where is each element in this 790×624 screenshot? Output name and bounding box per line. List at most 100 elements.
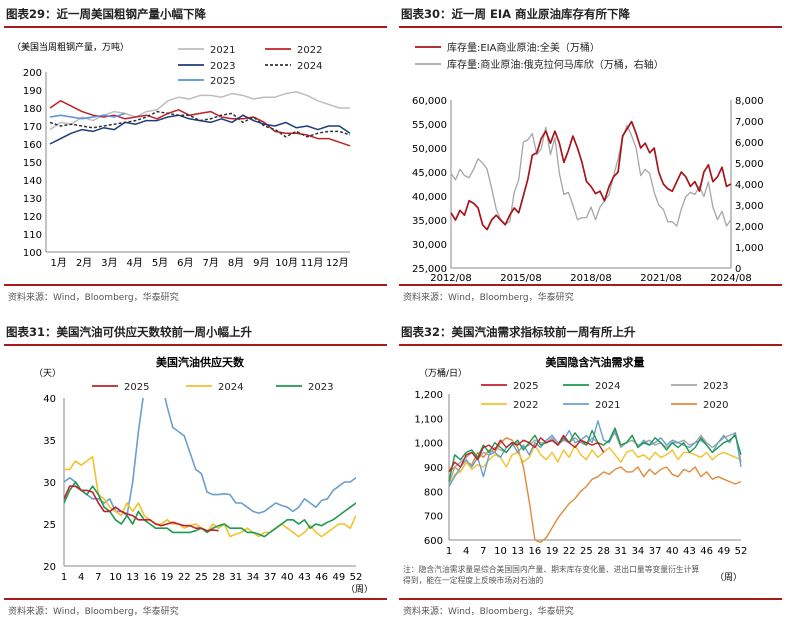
y-axis-unit: （万桶/日） <box>419 367 467 379</box>
legend-2025-label: 2025 <box>210 76 235 87</box>
legend-2024-label: 2024 <box>218 382 243 393</box>
x-tick-label: 31 <box>229 572 242 583</box>
x-tick-label: 25 <box>580 546 593 557</box>
series-line-2021 <box>448 420 742 487</box>
x-tick-label: 22 <box>563 546 576 557</box>
x-tick-label: 6月 <box>177 257 193 269</box>
x-tick-label: 37 <box>649 546 662 557</box>
y-tick-label: 35 <box>43 436 56 447</box>
x-tick-label: 2012/08 <box>430 273 472 284</box>
legend-cushing-label: 库存量:商业原油:俄克拉何马库欣（万桶，右轴） <box>447 58 664 71</box>
x-tick-label: 1 <box>61 572 67 583</box>
panel-title: 图表32：美国汽油需求指标较前一周有所上升 <box>401 325 636 339</box>
x-tick-label: 43 <box>683 546 696 557</box>
x-axis-unit: （周） <box>346 584 373 595</box>
y-axis-unit: （天） <box>34 368 61 379</box>
series-line-2025 <box>64 485 219 532</box>
x-tick-label: 4 <box>78 572 84 583</box>
source-note: 资料来源：Wind，Bloomberg，华泰研究 <box>8 293 179 303</box>
x-tick-label: 9月 <box>253 257 269 269</box>
y-left-tick-label: 35,000 <box>412 216 447 227</box>
bottom-rule <box>399 284 782 286</box>
x-tick-label: 34 <box>247 572 260 583</box>
bottom-rule <box>4 284 387 286</box>
y-right-tick-label: 4,000 <box>735 180 764 191</box>
panel-31: 图表31：美国汽油可供应天数较前一周小幅上升 美国汽油供应天数 （天） 20 25 30… <box>0 318 395 624</box>
x-tick-label: 43 <box>298 572 311 583</box>
legend-2021-label: 2021 <box>210 45 235 56</box>
title-rule <box>399 344 782 346</box>
x-tick-label: 13 <box>126 572 139 583</box>
x-tick-label: 10月 <box>275 257 298 269</box>
y-tick-label: 140 <box>23 176 42 187</box>
chart-steel: 100 110 120 130 140 150 160 170 180 190 200 1月 2月 3月 4… <box>12 41 351 269</box>
y-tick-label: 100 <box>23 248 42 259</box>
panel-30: 图表30：近一周 EIA 商业原油库存有所下降 25,000 30,000 35,0… <box>395 0 790 310</box>
y-tick-label: 190 <box>23 86 42 97</box>
x-tick-label: 46 <box>700 546 713 557</box>
x-tick-label: 1月 <box>50 257 66 269</box>
y-right-tick-label: 6,000 <box>735 138 764 149</box>
legend-2024-label: 2024 <box>297 61 322 72</box>
bottom-rule <box>4 598 387 600</box>
chart-title: 美国汽油供应天数 <box>156 355 245 369</box>
y-left-tick-label: 55,000 <box>412 120 447 131</box>
y-right-tick-label: 1,000 <box>735 243 764 254</box>
panel-29: 图表29：近一周美国粗钢产量小幅下降 100 110 120 130 140 150 160… <box>0 0 395 310</box>
x-tick-label: 3月 <box>101 257 117 269</box>
legend-2023-label: 2023 <box>703 381 728 392</box>
y-left-tick-label: 60,000 <box>412 96 447 107</box>
source-note: 资料来源：Wind，Bloomberg，华泰研究 <box>403 293 574 303</box>
x-tick-label: 16 <box>529 546 542 557</box>
x-tick-label: 2月 <box>76 257 92 269</box>
footnote: 注：隐含汽油需求量是综合美国国内产量、期末库存变化量、进出口量等变量衍生计算得到… <box>403 565 700 585</box>
y-left-tick-label: 45,000 <box>412 168 447 179</box>
series-line-2024 <box>64 456 356 538</box>
chart-gasoline-demand: 美国隐含汽油需求量 （万桶/日） 600 700 800 900 1,000 1,100 1,2… <box>414 355 747 583</box>
series-line-2024 <box>448 427 742 482</box>
legend-2025-label: 2025 <box>513 381 538 392</box>
source-note: 资料来源：Wind，Bloomberg，华泰研究 <box>8 607 179 617</box>
x-tick-label: 2024/08 <box>710 273 752 284</box>
y-tick-label: 800 <box>424 487 443 498</box>
y-tick-label: 1,100 <box>414 414 443 425</box>
legend-2020-label: 2020 <box>703 400 728 411</box>
series-line-2025 <box>448 434 605 473</box>
y-right-tick-label: 7,000 <box>735 117 764 128</box>
chart-title: 美国隐含汽油需求量 <box>546 355 645 369</box>
y-tick-label: 25 <box>43 520 56 531</box>
y-left-tick-label: 40,000 <box>412 192 447 203</box>
legend-2023-label: 2023 <box>210 61 235 72</box>
y-left-tick-label: 50,000 <box>412 144 447 155</box>
x-tick-label: 25 <box>195 572 208 583</box>
y-tick-label: 900 <box>424 463 443 474</box>
x-tick-label: 5月 <box>152 257 168 269</box>
y-tick-label: 110 <box>23 230 42 241</box>
x-tick-label: 10 <box>109 572 122 583</box>
y-tick-label: 130 <box>23 194 42 205</box>
y-tick-label: 30 <box>43 478 56 489</box>
y-right-tick-label: 5,000 <box>735 159 764 170</box>
title-rule <box>4 344 387 346</box>
series-line-2022 <box>49 100 351 147</box>
legend-2024-label: 2024 <box>595 381 620 392</box>
x-tick-label: 7 <box>480 546 486 557</box>
x-tick-label: 28 <box>597 546 610 557</box>
series-line-2025 <box>49 112 126 120</box>
y-tick-label: 1,000 <box>414 439 443 450</box>
series-line-2020 <box>64 398 356 517</box>
series-line-2020 <box>448 437 742 544</box>
y-tick-label: 40 <box>43 394 56 405</box>
x-tick-label: 13 <box>511 546 524 557</box>
y-tick-label: 600 <box>424 536 443 547</box>
bottom-rule <box>399 598 782 600</box>
legend-2022-label: 2022 <box>297 45 322 56</box>
panel-title: 图表29：近一周美国粗钢产量小幅下降 <box>6 7 207 21</box>
x-tick-label: 7 <box>95 572 101 583</box>
y-right-tick-label: 0 <box>735 264 741 275</box>
x-tick-label: 28 <box>212 572 225 583</box>
legend-eia-crude-label: 库存量:EIA商业原油:全美（万桶） <box>447 41 600 54</box>
y-tick-label: 150 <box>23 158 42 169</box>
y-tick-label: 200 <box>23 68 42 79</box>
